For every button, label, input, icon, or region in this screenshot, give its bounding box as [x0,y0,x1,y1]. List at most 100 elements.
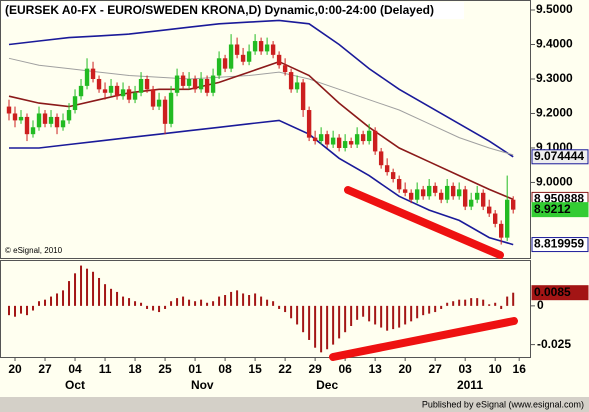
footer-text: Published by eSignal (www.esignal.com) [422,399,584,409]
candle-body [234,44,240,55]
candle-body [300,82,306,111]
candle-body [312,137,318,142]
histogram-bar [218,296,221,306]
x-tick-label: 25 [158,362,172,376]
histogram-bar [476,298,479,306]
histogram-bar [254,293,257,306]
histogram-bar [380,305,383,328]
x-tick-label: 11 [99,362,112,376]
histogram-bar [242,293,245,306]
histogram-bar [50,296,53,306]
candle-body [246,51,252,62]
histogram-bar [410,305,413,322]
candle-body [54,116,60,128]
candle-body [12,113,18,121]
histogram-bar [68,281,71,306]
histogram-bar [416,305,419,319]
candle-body [420,189,426,197]
histogram-bar [338,305,341,339]
month-label: Nov [191,378,214,392]
histogram-bar [512,292,515,306]
histogram-panel: 0 -0.025 0.0085 20 27 04 11 18 25 01 08 15 22 29 06 13 2… [8,265,589,392]
histogram-bar [122,296,125,306]
histogram-bar [350,305,353,327]
histogram-bar [158,305,161,313]
candle-body [474,192,480,200]
histogram-bar [92,271,95,306]
candle-body [24,116,30,135]
chart-title: (EURSEK A0-FX - EURO/SWEDEN KRONA,D) Dyn… [5,3,434,17]
histogram-bar [116,291,119,306]
y-tick-label: 9.5000 [536,2,573,16]
month-label: Dec [316,378,338,392]
x-tick-label: 29 [308,362,322,376]
candle-body [348,141,354,145]
x-tick-label: 15 [248,362,262,376]
candle-body [42,113,48,124]
histogram-bar [278,305,281,309]
candle-body [96,78,102,90]
histogram-bar [182,296,185,306]
candle-body [492,213,498,224]
x-tick-label: 08 [218,362,232,376]
histogram-bar [200,299,203,306]
candle-body [186,78,192,86]
histogram-bar [128,298,131,306]
histogram-bar [458,299,461,306]
candle-body [30,127,36,135]
candle-body [282,65,288,73]
histogram-bar [14,305,17,317]
histogram-bar [266,299,269,306]
y-tick-label: 9.4000 [536,37,573,51]
candle-body [444,185,450,200]
histogram-bar [26,305,29,316]
candle-body [468,199,474,207]
x-tick-label: 18 [128,362,142,376]
histogram-bar [134,301,137,306]
histogram-bar [194,301,197,306]
price-frame [0,0,531,259]
histogram-bar [224,295,227,306]
annotation-trendline [344,186,504,259]
histogram-bar [62,290,65,306]
candle-body [384,165,390,173]
y-tick-label: 9.2000 [536,106,573,120]
histogram-bar [284,305,287,313]
histogram-bar [344,305,347,333]
histogram-bar [104,284,107,306]
candle-body [432,185,438,193]
indicator-line [9,119,514,246]
candle-body [132,92,138,100]
candle-body [222,58,228,69]
value-label: 8.9212 [534,202,571,216]
candle-body [216,58,222,76]
candle-body [354,134,360,145]
candle-body [66,110,72,121]
x-tick-label: 20 [398,362,412,376]
value-label: 9.074444 [534,149,584,163]
candle-body [402,189,408,193]
histogram-bar [164,305,167,309]
candle-body [336,137,342,148]
histogram-frame [0,260,531,358]
month-label: 2011 [457,378,483,392]
x-tick-label: 27 [428,362,442,376]
candle-body [138,78,144,93]
background [0,0,589,397]
value-label: 8.819959 [534,237,584,251]
histogram-bar [488,304,491,306]
histogram-bar [440,305,443,309]
histogram-bar [362,305,365,317]
candle-body [264,44,270,52]
histogram-bar [56,293,59,306]
title-box [2,2,464,19]
histogram-bar [206,302,209,306]
candle-body [258,41,264,52]
histogram-bar [404,305,407,325]
histogram-bar [230,291,233,306]
x-tick-label: 10 [489,362,503,376]
candle-body [150,89,156,107]
value-label-box [531,149,589,165]
